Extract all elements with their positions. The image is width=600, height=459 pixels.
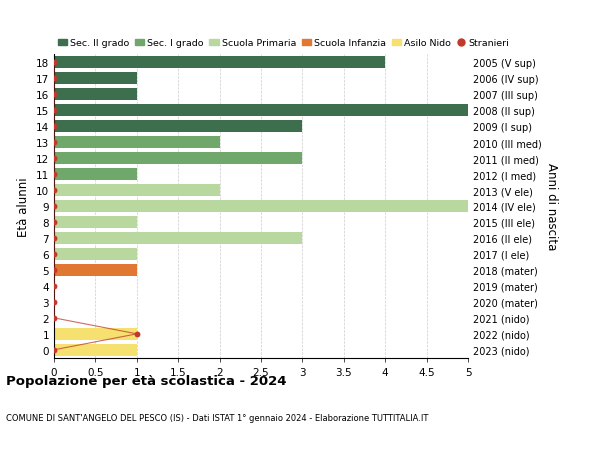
Point	[49, 187, 59, 194]
Point	[49, 75, 59, 83]
Bar	[54, 264, 137, 276]
Bar	[54, 105, 468, 117]
Point	[49, 139, 59, 146]
Point	[49, 314, 59, 322]
Point	[49, 235, 59, 242]
Point	[49, 91, 59, 99]
Bar	[54, 121, 302, 133]
Bar	[54, 201, 468, 213]
Bar	[54, 248, 137, 260]
Point	[49, 251, 59, 258]
Point	[49, 203, 59, 210]
Bar	[54, 89, 137, 101]
Y-axis label: Età alunni: Età alunni	[17, 177, 31, 236]
Bar	[54, 73, 137, 85]
Bar	[54, 153, 302, 165]
Legend: Sec. II grado, Sec. I grado, Scuola Primaria, Scuola Infanzia, Asilo Nido, Stran: Sec. II grado, Sec. I grado, Scuola Prim…	[54, 35, 514, 52]
Bar	[54, 169, 137, 181]
Bar	[54, 328, 137, 340]
Bar	[54, 57, 385, 69]
Bar	[54, 232, 302, 244]
Y-axis label: Anni di nascita: Anni di nascita	[545, 163, 558, 250]
Point	[49, 219, 59, 226]
Point	[49, 123, 59, 130]
Bar	[54, 344, 137, 356]
Point	[49, 59, 59, 67]
Point	[49, 171, 59, 179]
Point	[49, 267, 59, 274]
Bar	[54, 137, 220, 149]
Point	[132, 330, 142, 338]
Point	[49, 107, 59, 115]
Point	[49, 347, 59, 354]
Text: Popolazione per età scolastica - 2024: Popolazione per età scolastica - 2024	[6, 374, 287, 387]
Text: COMUNE DI SANT'ANGELO DEL PESCO (IS) - Dati ISTAT 1° gennaio 2024 - Elaborazione: COMUNE DI SANT'ANGELO DEL PESCO (IS) - D…	[6, 413, 428, 422]
Point	[49, 298, 59, 306]
Point	[49, 155, 59, 162]
Point	[49, 283, 59, 290]
Bar	[54, 217, 137, 229]
Bar	[54, 185, 220, 196]
